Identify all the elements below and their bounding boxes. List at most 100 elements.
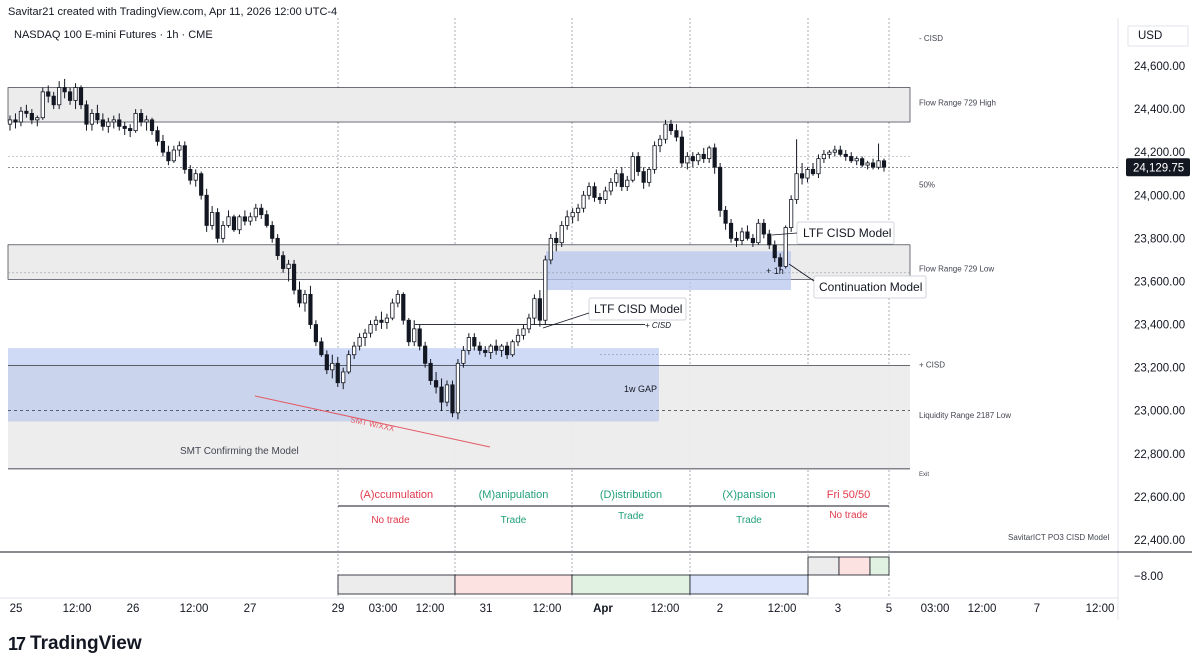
candle-up bbox=[652, 145, 657, 170]
candle-up bbox=[827, 151, 832, 155]
tradingview-logo-icon: 17 bbox=[8, 633, 26, 654]
price-tick-label: 23,200.00 bbox=[1134, 363, 1185, 375]
candle-up bbox=[466, 337, 471, 351]
candlestick-series bbox=[7, 78, 887, 420]
zone-right-label: Liquidity Range 2187 Low bbox=[919, 411, 1011, 420]
candle-up bbox=[515, 334, 521, 343]
candle-up bbox=[341, 371, 346, 384]
annotation-pointer-line bbox=[771, 232, 798, 236]
candle-up bbox=[302, 293, 308, 304]
candle-down bbox=[406, 319, 411, 343]
time-tick-label: 12:00 bbox=[63, 603, 92, 615]
candle-down bbox=[728, 222, 734, 239]
candle-down bbox=[636, 156, 641, 172]
time-tick-label: 29 bbox=[332, 603, 345, 615]
price-tick-label: 23,600.00 bbox=[1134, 276, 1185, 288]
candle-up bbox=[177, 145, 182, 151]
candle-down bbox=[139, 112, 144, 123]
candle-up bbox=[488, 345, 493, 353]
candle-down bbox=[718, 166, 723, 211]
candle-down bbox=[259, 207, 264, 216]
candle-down bbox=[122, 125, 127, 129]
candle-down bbox=[100, 119, 105, 127]
candle-down bbox=[423, 345, 428, 364]
session-name-label: Fri 50/50 bbox=[827, 489, 870, 501]
price-tick-label: 24,400.00 bbox=[1134, 104, 1185, 116]
candle-down bbox=[483, 349, 488, 353]
candle-down bbox=[242, 216, 247, 222]
annotation-1w-gap: 1w GAP bbox=[624, 384, 657, 394]
candle-down bbox=[860, 158, 865, 166]
price-tick-label: 23,800.00 bbox=[1134, 233, 1185, 245]
candle-up bbox=[603, 190, 608, 200]
last-price-label: 24,129.75 bbox=[1133, 162, 1184, 174]
candle-down bbox=[84, 104, 89, 125]
friday-indicator-box bbox=[869, 556, 890, 576]
candle-down bbox=[472, 337, 477, 347]
candle-up bbox=[286, 263, 291, 269]
annotation-ltf-cisd-model-lower: LTF CISD Model bbox=[594, 302, 682, 316]
time-tick-label: 12:00 bbox=[968, 603, 997, 615]
candle-down bbox=[592, 186, 597, 198]
annotation-pointer-line bbox=[542, 312, 590, 329]
candle-down bbox=[166, 151, 171, 162]
time-tick-label: 12:00 bbox=[416, 603, 445, 615]
session-indicator-box bbox=[571, 574, 691, 595]
annotation-pointer-line bbox=[788, 263, 815, 282]
candle-down bbox=[674, 130, 679, 138]
candle-down bbox=[231, 216, 237, 231]
candle-up bbox=[352, 345, 357, 356]
candle-down bbox=[679, 136, 684, 164]
candle-up bbox=[576, 207, 581, 213]
candle-down bbox=[401, 293, 406, 321]
candle-up bbox=[253, 207, 258, 218]
last-price-badge bbox=[1126, 158, 1190, 177]
candle-down bbox=[767, 233, 772, 246]
annotation-plus-1h: + 1h bbox=[766, 266, 784, 276]
time-tick-label: 25 bbox=[10, 603, 23, 615]
symbol-title[interactable]: NASDAQ 100 E-mini Futures · 1h · CME bbox=[14, 29, 213, 41]
candle-down bbox=[417, 328, 422, 347]
candle-up bbox=[111, 119, 116, 123]
time-tick-label: 31 bbox=[480, 603, 493, 615]
candle-down bbox=[439, 386, 444, 403]
candle-down bbox=[597, 197, 603, 200]
price-tick-label: 22,800.00 bbox=[1134, 449, 1185, 461]
candle-down bbox=[450, 384, 455, 414]
candle-up bbox=[816, 158, 821, 175]
candle-down bbox=[308, 293, 313, 325]
candle-down bbox=[504, 345, 510, 356]
candle-up bbox=[854, 158, 859, 162]
candle-up bbox=[789, 199, 794, 228]
candle-down bbox=[270, 225, 275, 239]
candle-up bbox=[346, 354, 351, 373]
session-result-label: Trade bbox=[736, 515, 762, 526]
candle-up bbox=[581, 194, 586, 209]
price-tick-label: 22,400.00 bbox=[1134, 535, 1185, 547]
candle-down bbox=[772, 244, 777, 259]
candle-up bbox=[783, 227, 788, 267]
annotation-continuation-model: Continuation Model bbox=[819, 280, 922, 294]
candle-down bbox=[619, 173, 624, 188]
candle-up bbox=[526, 317, 532, 330]
candle-down bbox=[810, 169, 816, 175]
time-tick-label: 03:00 bbox=[369, 603, 398, 615]
candle-up bbox=[510, 341, 515, 356]
price-tick-label: 24,000.00 bbox=[1134, 190, 1185, 202]
candle-down bbox=[750, 237, 755, 244]
currency-box bbox=[1127, 25, 1189, 47]
tradingview-logo[interactable]: 17 TradingView bbox=[8, 633, 142, 655]
candle-up bbox=[368, 324, 373, 334]
candle-down bbox=[160, 141, 166, 153]
candle-up bbox=[570, 212, 575, 218]
session-indicator-box bbox=[337, 574, 456, 595]
candle-up bbox=[521, 328, 526, 336]
candle-down bbox=[477, 345, 482, 351]
candle-down bbox=[264, 214, 269, 226]
candle-down bbox=[155, 130, 160, 142]
candle-down bbox=[668, 123, 674, 132]
indicator-name-label: SavitarICT PO3 CISD Model bbox=[1008, 533, 1109, 542]
candle-up bbox=[220, 225, 226, 239]
candle-up bbox=[237, 216, 242, 231]
